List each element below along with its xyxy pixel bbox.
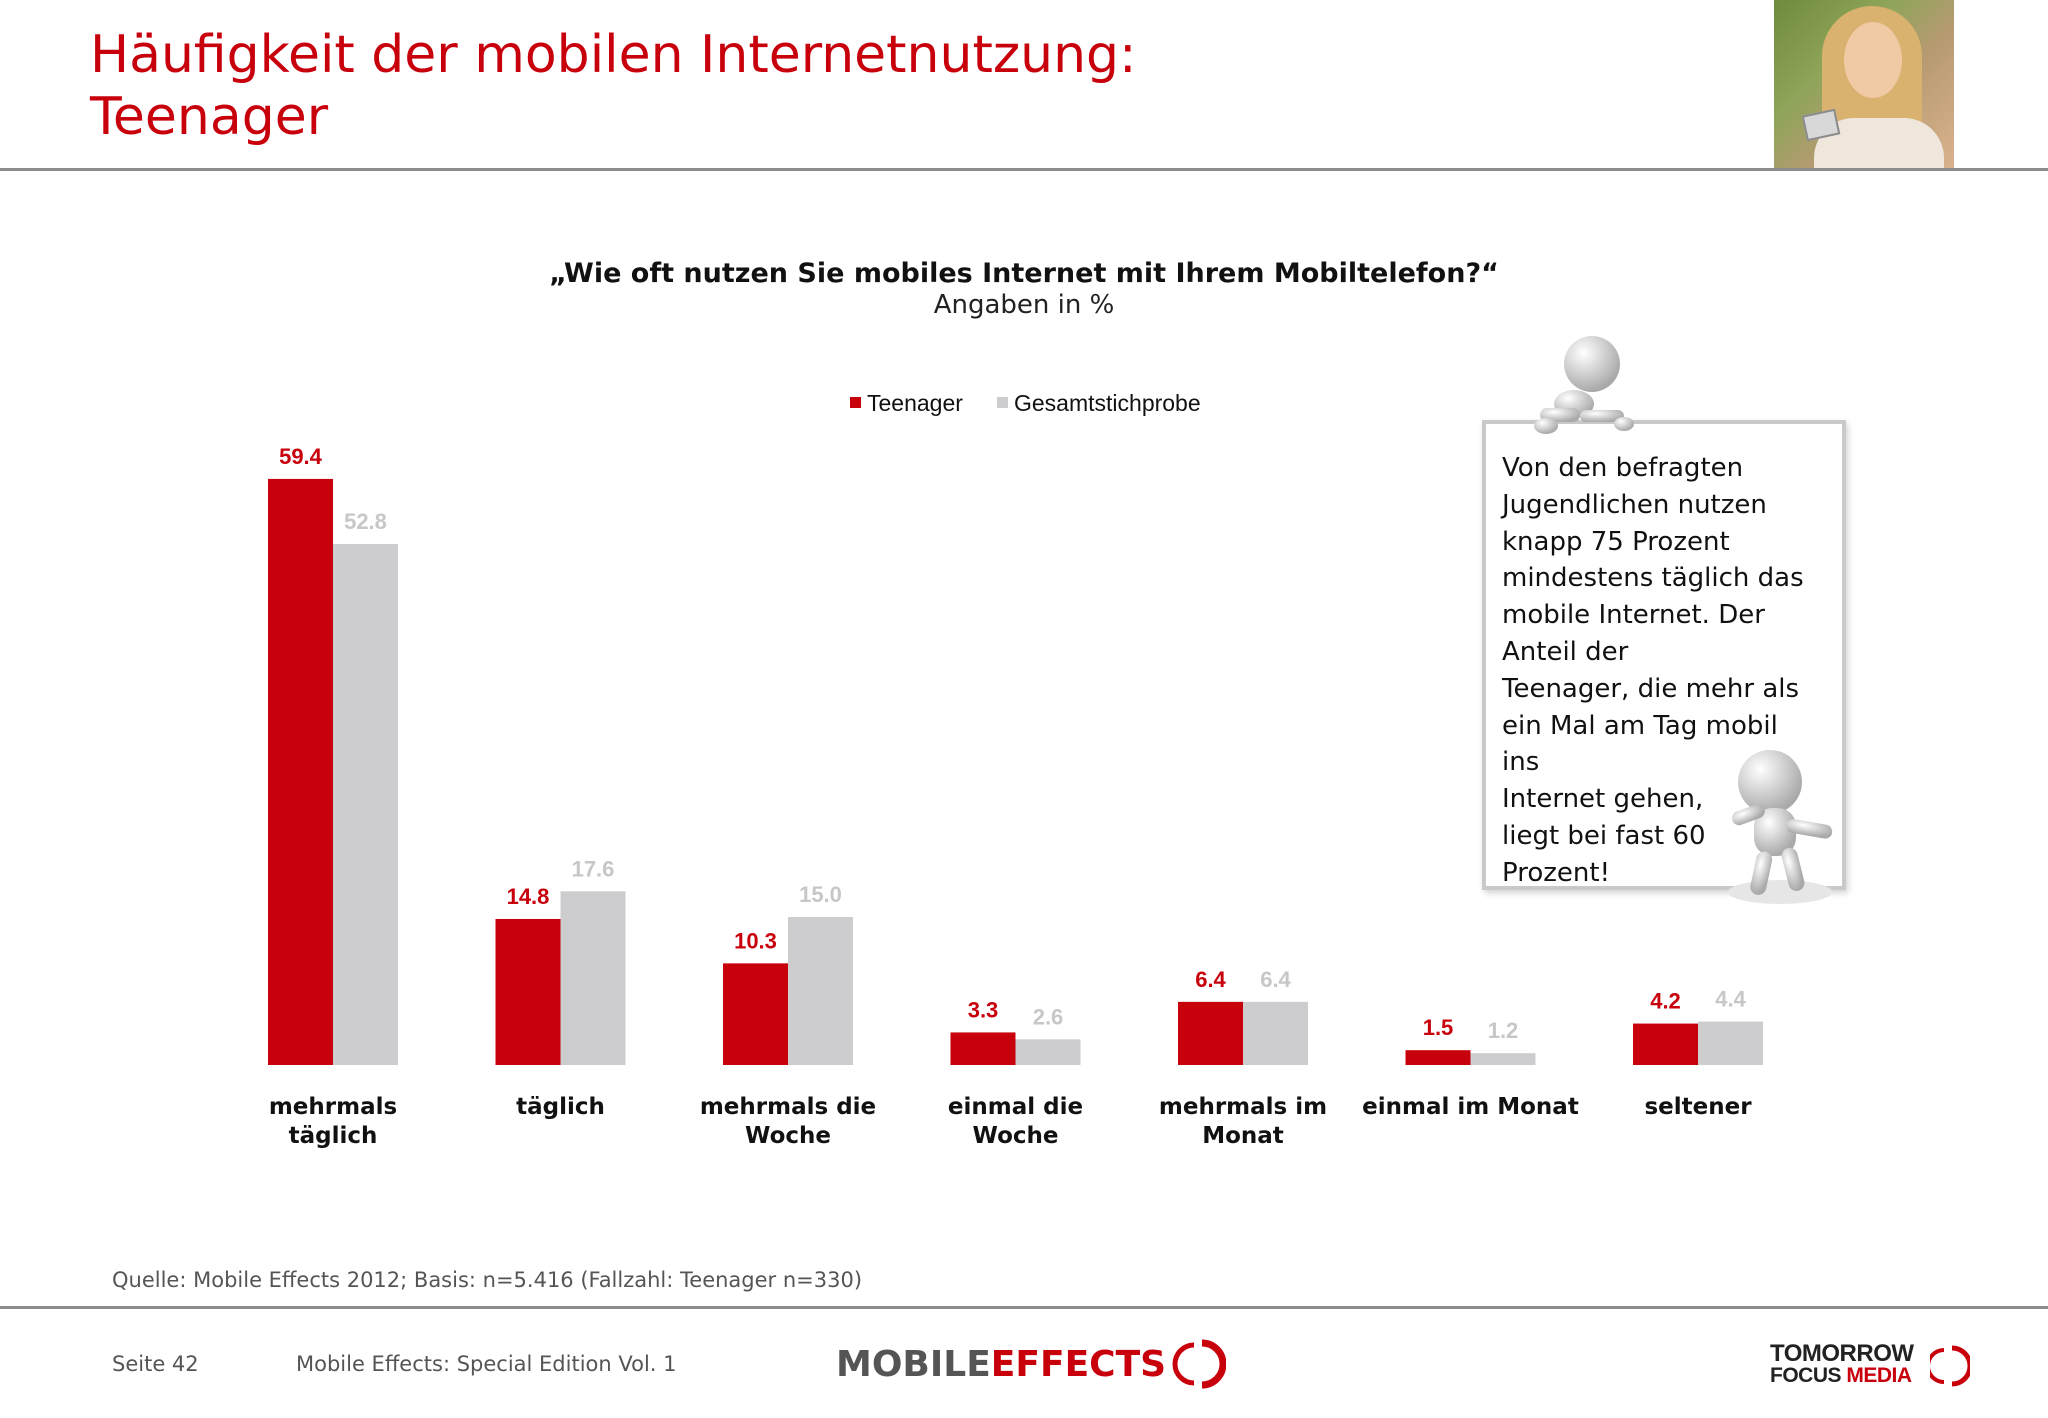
data-label-2-0: 10.3	[734, 928, 777, 953]
photo-face	[1844, 22, 1902, 98]
chart-title: „Wie oft nutzen Sie mobiles Internet mit…	[549, 258, 1499, 289]
category-label-4-1: Monat	[1202, 1123, 1284, 1149]
logo-media-text: MEDIA	[1846, 1364, 1912, 1387]
category-label-5-0: einmal im Monat	[1362, 1094, 1579, 1120]
bar-4-1	[1243, 1001, 1308, 1065]
footer-divider	[0, 1306, 2048, 1309]
data-label-4-0: 6.4	[1195, 967, 1226, 992]
callout-text: Von den befragten Jugendlichen nutzen kn…	[1502, 453, 1804, 888]
category-label-0-0: mehrmals	[269, 1094, 397, 1120]
source-note: Quelle: Mobile Effects 2012; Basis: n=5.…	[112, 1268, 863, 1292]
legend-swatch-0	[850, 397, 861, 408]
bar-0-0	[268, 478, 333, 1065]
slide-title-line-2: Teenager	[90, 87, 329, 147]
bar-0-1	[333, 544, 398, 1065]
data-label-5-1: 1.2	[1488, 1018, 1519, 1043]
logo-ring-icon	[1172, 1339, 1227, 1389]
data-label-1-0: 14.8	[507, 884, 550, 909]
category-label-2-1: Woche	[745, 1123, 831, 1149]
chart-subtitle: Angaben in %	[933, 290, 1115, 320]
data-label-2-1: 15.0	[799, 882, 842, 907]
bar-2-0	[723, 963, 788, 1065]
data-label-4-1: 6.4	[1260, 967, 1291, 992]
bar-6-1	[1698, 1021, 1763, 1065]
category-label-0-1: täglich	[289, 1123, 378, 1149]
stick-figure-bottom-icon	[1728, 750, 1833, 904]
bar-4-0	[1178, 1001, 1243, 1065]
data-label-0-1: 52.8	[344, 509, 387, 534]
bar-5-0	[1405, 1050, 1471, 1065]
category-label-1-0: täglich	[516, 1094, 605, 1120]
slide-title-line-1: Häufigkeit der mobilen Internetnutzung:	[90, 25, 1137, 85]
category-label-4-0: mehrmals im	[1159, 1094, 1327, 1120]
teenager-photo	[1774, 0, 1954, 168]
category-label-3-1: Woche	[973, 1123, 1059, 1149]
publication-name: Mobile Effects: Special Edition Vol. 1	[296, 1352, 677, 1376]
data-label-3-0: 3.3	[968, 997, 999, 1022]
data-label-5-0: 1.5	[1423, 1015, 1454, 1040]
logo-mobile-text: MOBILE	[836, 1343, 991, 1385]
header-divider	[0, 168, 2048, 171]
logo-focus-media: FOCUS MEDIA	[1770, 1364, 1912, 1388]
data-label-6-0: 4.2	[1650, 989, 1681, 1014]
page-number: Seite 42	[112, 1352, 199, 1376]
logo-tomorrow-text: TOMORROW	[1770, 1340, 1914, 1367]
data-label-1-1: 17.6	[572, 856, 615, 881]
logo-focus-text: FOCUS	[1770, 1364, 1842, 1387]
bar-3-1	[1015, 1039, 1081, 1065]
data-label-0-0: 59.4	[279, 444, 323, 469]
mobile-effects-logo: MOBILE EFFECTS	[836, 1334, 1227, 1394]
logo-effects-text: EFFECTS	[990, 1343, 1167, 1385]
bar-1-1	[560, 891, 626, 1065]
tfm-ring-icon	[1930, 1345, 1970, 1387]
category-label-2-0: mehrmals die	[700, 1094, 876, 1120]
bar-2-1	[788, 917, 853, 1065]
category-label-3-0: einmal die	[948, 1094, 1083, 1120]
category-label-6-0: seltener	[1644, 1094, 1752, 1120]
bar-3-0	[950, 1032, 1016, 1065]
bar-1-0	[495, 918, 561, 1065]
legend-label-1: Gesamtstichprobe	[1014, 390, 1201, 416]
data-label-3-1: 2.6	[1033, 1004, 1064, 1029]
legend-label-0: Teenager	[867, 390, 963, 416]
data-label-6-1: 4.4	[1715, 987, 1746, 1012]
legend-swatch-1	[997, 397, 1008, 408]
stick-figure-top-icon	[1534, 336, 1634, 434]
bar-5-1	[1470, 1053, 1536, 1065]
tomorrow-focus-media-logo: TOMORROW FOCUS MEDIA	[1770, 1340, 1970, 1392]
slide-title: Häufigkeit der mobilen Internetnutzung: …	[90, 24, 1137, 148]
bar-6-0	[1633, 1023, 1698, 1065]
